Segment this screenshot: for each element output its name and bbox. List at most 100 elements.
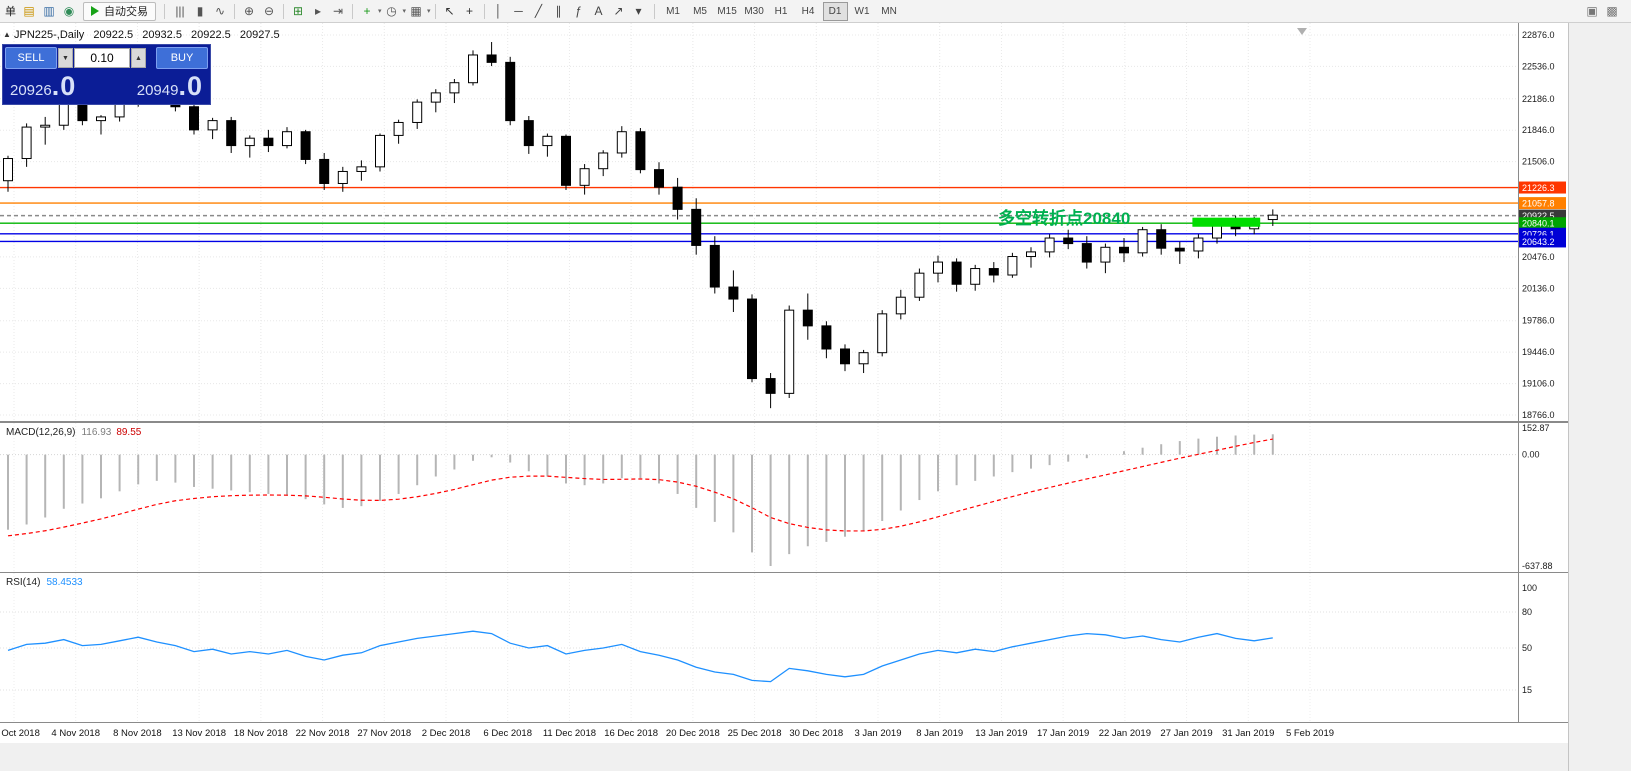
- toolbar-separator: [234, 3, 235, 19]
- svg-text:80: 80: [1522, 607, 1532, 617]
- sell-price: 20926.0: [10, 71, 77, 101]
- date-label: 13 Jan 2019: [975, 728, 1028, 739]
- svg-text:19786.0: 19786.0: [1522, 316, 1555, 326]
- vertical-line-icon[interactable]: │: [494, 4, 503, 18]
- time-axis[interactable]: 30 Oct 2018 4 Nov 2018 8 Nov 2018 13 Nov 20…: [0, 722, 1568, 743]
- periods-icon-dropdown[interactable]: ▾: [402, 8, 407, 15]
- auto-scroll-icon[interactable]: ▸: [314, 4, 322, 18]
- arrow-label-icon[interactable]: ↗: [613, 4, 624, 18]
- shapes-icon[interactable]: ▾: [635, 4, 642, 18]
- date-label: 8 Jan 2019: [916, 728, 964, 739]
- svg-text:19446.0: 19446.0: [1522, 347, 1555, 357]
- rsi-label: RSI(14) 58.4533: [6, 577, 83, 588]
- tile-windows-icon[interactable]: ⊞: [292, 4, 304, 18]
- date-label: 25 Dec 2018: [727, 728, 782, 739]
- fibonacci-icon[interactable]: ƒ: [575, 4, 582, 18]
- right-panel-strip: [1568, 23, 1631, 771]
- toolbar-separator: [164, 3, 165, 19]
- zoom-out-icon[interactable]: ⊖: [263, 4, 275, 18]
- date-label: 18 Nov 2018: [233, 728, 288, 739]
- bar-chart-icon[interactable]: |||: [175, 4, 185, 18]
- volume-input[interactable]: [74, 48, 130, 68]
- channel-icon[interactable]: ∥: [555, 4, 562, 18]
- svg-text:20136.0: 20136.0: [1522, 283, 1555, 293]
- date-label: 22 Jan 2019: [1098, 728, 1151, 739]
- tf-button-M15[interactable]: M15: [717, 5, 737, 17]
- svg-text:15: 15: [1522, 685, 1532, 695]
- tf-button-D1[interactable]: D1: [822, 1, 848, 21]
- status-strip: [0, 742, 1568, 771]
- autotrade-button[interactable]: 自动交易: [83, 1, 156, 21]
- macd-signal-value: 89.55: [116, 427, 142, 438]
- svg-text:22186.0: 22186.0: [1522, 94, 1555, 104]
- window-layout-icon[interactable]: ▩: [1606, 4, 1618, 18]
- volume-increase-button[interactable]: ▲: [131, 48, 146, 68]
- sell-button[interactable]: SELL: [5, 47, 57, 69]
- text-icon[interactable]: A: [594, 4, 603, 18]
- volume-decrease-button[interactable]: ▼: [58, 48, 73, 68]
- line-chart-icon[interactable]: ∿: [214, 4, 226, 18]
- toolbar-separator: [352, 3, 353, 19]
- svg-text:21226.3: 21226.3: [1522, 183, 1555, 193]
- ohlc-low: 20922.5: [191, 29, 231, 41]
- tf-button-M5[interactable]: M5: [693, 5, 707, 17]
- horizontal-line-icon[interactable]: ─: [514, 4, 523, 18]
- ohlc-high: 20932.5: [142, 29, 182, 41]
- strategy-tester-icon[interactable]: ◉: [63, 4, 75, 18]
- svg-text:20922.5: 20922.5: [1522, 211, 1555, 221]
- date-label: 30 Oct 2018: [0, 728, 40, 739]
- one-click-collapse-icon[interactable]: ▲: [3, 30, 11, 39]
- candlestick-chart-icon[interactable]: ▮: [196, 4, 204, 18]
- tf-button-M30[interactable]: M30: [744, 5, 764, 17]
- one-click-trading-panel: SELL ▼ ▲ BUY 20926.0 20949.0: [2, 44, 211, 105]
- svg-text:22536.0: 22536.0: [1522, 61, 1555, 71]
- date-label: 16 Dec 2018: [604, 728, 659, 739]
- periods-icon[interactable]: ◷: [386, 4, 397, 18]
- svg-text:22876.0: 22876.0: [1522, 30, 1555, 40]
- date-label: 31 Jan 2019: [1222, 728, 1275, 739]
- crosshair-icon[interactable]: +: [466, 4, 474, 18]
- cursor-icon[interactable]: ↖: [444, 4, 455, 18]
- tf-button-H4[interactable]: H4: [801, 5, 815, 17]
- play-icon: [91, 6, 99, 16]
- date-label: 2 Dec 2018: [421, 728, 471, 739]
- date-label: 20 Dec 2018: [665, 728, 720, 739]
- date-label: 4 Nov 2018: [51, 728, 100, 739]
- macd-pane[interactable]: 152.87 0.00 -637.88: [0, 422, 1568, 572]
- buy-button[interactable]: BUY: [156, 47, 208, 69]
- indicators-icon[interactable]: +: [363, 4, 371, 18]
- window-doc-icon[interactable]: ▣: [1586, 4, 1598, 18]
- new-order-button[interactable]: 单: [5, 6, 16, 18]
- rsi-pane[interactable]: 100 80 50 15: [0, 572, 1568, 722]
- toolbar: 单 ▤ ▥ ◉ 自动交易 ||| ▮ ∿ ⊕ ⊖ ⊞ ▸ ⇥ + ▾ ◷ ▾ ▦ ▾ ↖ + │ ─ ╱ ∥ ƒ A ↗ ▾ M1…: [0, 0, 1631, 23]
- tf-button-H1[interactable]: H1: [774, 5, 788, 17]
- svg-text:21846.0: 21846.0: [1522, 125, 1555, 135]
- templates-icon-dropdown[interactable]: ▾: [427, 8, 431, 15]
- chart-symbol: JPN225-,Daily: [14, 29, 85, 41]
- chart-shift-icon[interactable]: ⇥: [332, 4, 344, 18]
- tf-button-W1[interactable]: W1: [854, 5, 870, 17]
- toolbar-separator: [283, 3, 284, 19]
- tf-button-MN[interactable]: MN: [881, 5, 897, 17]
- trendline-icon[interactable]: ╱: [534, 4, 543, 18]
- date-label: 22 Nov 2018: [295, 728, 350, 739]
- date-label: 30 Dec 2018: [789, 728, 844, 739]
- tf-button-M1[interactable]: M1: [666, 5, 680, 17]
- date-label: 11 Dec 2018: [542, 728, 597, 739]
- toolbar-separator: [434, 3, 436, 19]
- ohlc-open: 20922.5: [93, 29, 134, 41]
- buy-price: 20949.0: [136, 71, 203, 101]
- rsi-value: 58.4533: [46, 577, 83, 588]
- main-price-chart[interactable]: 22876.0 22536.0 22186.0 21846.0 21506.0 20476…: [0, 23, 1568, 422]
- svg-text:20840.1: 20840.1: [1522, 219, 1555, 229]
- new-chart-icon[interactable]: ▥: [43, 4, 55, 18]
- terminal-icon[interactable]: ▤: [23, 4, 35, 18]
- indicators-icon-dropdown[interactable]: ▾: [378, 8, 382, 15]
- ohlc-close: 20927.5: [239, 29, 280, 41]
- date-label: 6 Dec 2018: [483, 728, 532, 739]
- templates-icon[interactable]: ▦: [410, 4, 422, 18]
- date-label: 17 Jan 2019: [1036, 728, 1090, 739]
- zoom-in-icon[interactable]: ⊕: [243, 4, 255, 18]
- svg-text:0.00: 0.00: [1522, 450, 1540, 460]
